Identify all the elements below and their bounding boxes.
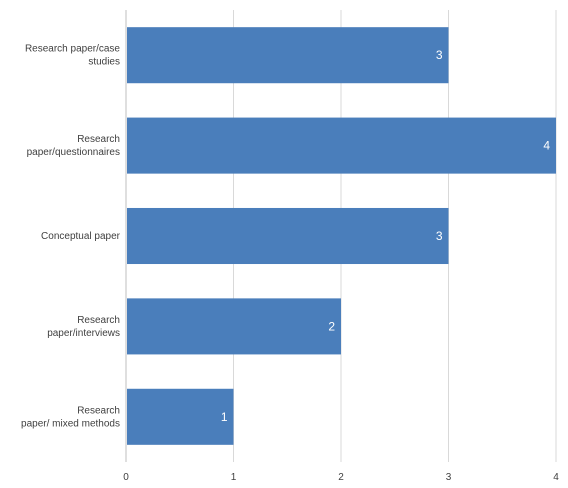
x-tick-label-4: 4 [553, 472, 559, 483]
bars [127, 27, 556, 445]
bar-5 [127, 388, 234, 445]
data-label-2: 4 [543, 139, 550, 153]
bar-3 [127, 207, 449, 265]
x-tick-label-0: 0 [123, 472, 129, 483]
bar-1 [127, 27, 449, 84]
x-axis-tick-labels: 0 1 2 3 4 [123, 472, 559, 483]
data-label-3: 3 [436, 229, 443, 243]
bar-2 [127, 117, 556, 174]
category-label-4: Research paper/interviews [47, 315, 120, 339]
category-label-2: Research paper/questionnaires [27, 134, 120, 158]
category-label-1: Research paper/case studies [25, 44, 120, 68]
bar-4 [127, 298, 341, 355]
data-labels: 3 4 3 2 1 [221, 48, 551, 424]
x-tick-label-1: 1 [231, 472, 237, 483]
category-labels: Research paper/case studies Research paper/… [21, 44, 121, 430]
category-label-5: Research paper/ mixed methods [21, 405, 120, 429]
x-tick-label-2: 2 [338, 472, 344, 483]
x-tick-label-3: 3 [446, 472, 452, 483]
data-label-4: 2 [328, 319, 335, 333]
category-label-3: Conceptual paper [41, 231, 121, 242]
data-label-5: 1 [221, 410, 228, 424]
data-label-1: 3 [436, 48, 443, 62]
